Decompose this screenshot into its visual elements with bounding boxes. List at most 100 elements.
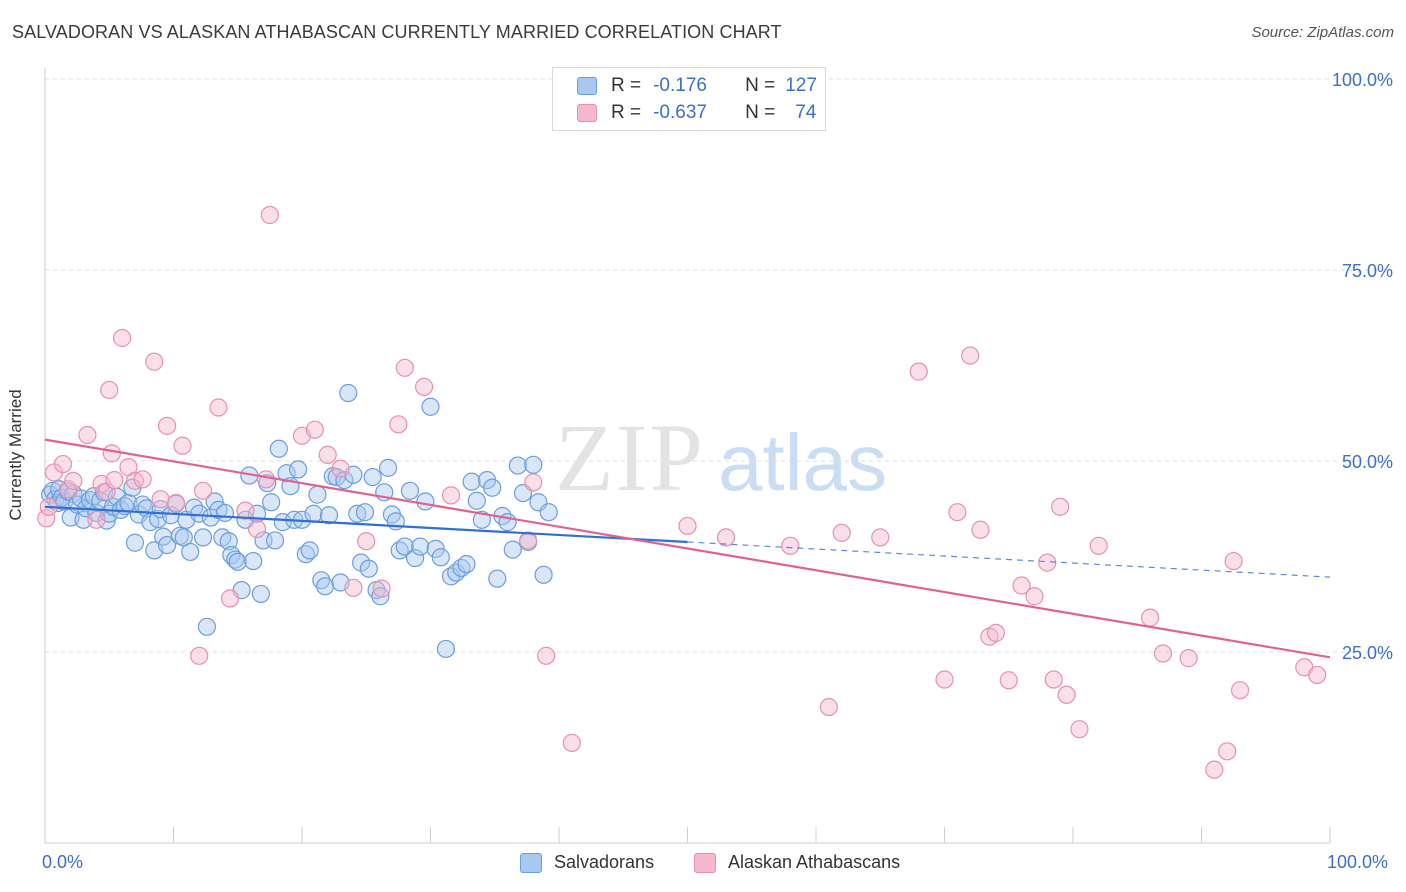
data-point [37, 509, 56, 528]
data-point [193, 481, 213, 500]
data-point [157, 535, 177, 555]
data-point [467, 491, 486, 510]
salvadorans-legend-swatch [520, 852, 542, 873]
data-point [102, 444, 121, 463]
data-point [524, 455, 543, 474]
data-point [269, 439, 288, 458]
watermark-atlas: atlas [718, 418, 887, 507]
data-point [244, 551, 263, 571]
data-point [1051, 497, 1070, 516]
data-point [441, 486, 461, 505]
n-value: 74 [795, 102, 817, 123]
data-points [37, 205, 1327, 779]
data-point [344, 578, 363, 597]
data-point [781, 536, 800, 555]
data-point [357, 532, 376, 551]
data-point [537, 646, 556, 665]
data-point [539, 503, 558, 522]
salvadorans-legend-label: Salvadorans [554, 852, 655, 872]
data-point [716, 528, 736, 547]
data-point [961, 346, 980, 365]
r-label: R = [611, 75, 642, 96]
data-point [462, 472, 481, 491]
y-tick-label-50: 50.0% [1342, 452, 1393, 472]
data-point [262, 493, 281, 512]
data-point [395, 537, 414, 556]
r-value: -0.637 [653, 102, 707, 123]
legend-row-salvadorans: R = -0.176 N = 127 [577, 73, 817, 99]
series-alaskan-athabascans [37, 205, 1327, 779]
data-point [247, 519, 267, 539]
data-point [260, 205, 279, 225]
data-point [331, 459, 350, 478]
data-point [400, 481, 420, 500]
source-label: Source: ZipAtlas.com [1251, 24, 1394, 41]
data-point [431, 548, 450, 567]
data-point [414, 377, 434, 396]
data-point [173, 436, 192, 455]
data-point [300, 541, 319, 560]
data-point [832, 523, 851, 542]
trend-lines [44, 438, 1331, 659]
data-point [319, 506, 339, 525]
data-point [181, 542, 200, 562]
data-point [416, 492, 435, 511]
data-point [457, 555, 476, 574]
data-point [1308, 665, 1327, 685]
x-tick-label-min: 0.0% [42, 852, 84, 872]
data-point [205, 492, 224, 511]
data-point [1044, 670, 1063, 689]
data-point [395, 358, 414, 377]
data-point [1012, 576, 1031, 595]
gridlines [45, 78, 1392, 653]
data-point [53, 454, 73, 474]
x-tick-label-max: 100.0% [1327, 852, 1389, 872]
trend-line-extension-salvadorans [687, 541, 1331, 578]
data-point [372, 579, 391, 598]
data-point [948, 503, 967, 522]
data-point [355, 503, 375, 522]
y-tick-label-75: 75.0% [1342, 261, 1393, 281]
legend-item-salvadorans: Salvadorans [520, 852, 654, 873]
data-point [488, 569, 507, 588]
data-point [421, 397, 440, 416]
data-point [871, 528, 890, 547]
data-point [197, 617, 217, 636]
data-point [105, 471, 124, 490]
data-point [363, 467, 382, 487]
data-point [228, 552, 247, 571]
data-point [562, 733, 581, 753]
data-point [316, 577, 335, 596]
legend-row-alaskan-athabascans: R = -0.637 N = 74 [577, 100, 816, 126]
data-point [1089, 536, 1108, 555]
data-point [1218, 742, 1237, 761]
data-point [819, 697, 838, 717]
data-point [304, 504, 323, 523]
trend-line-alaskan-athabascans [44, 438, 1331, 659]
data-point [472, 510, 491, 529]
data-point [1205, 760, 1224, 779]
n-value: 127 [785, 75, 817, 96]
alaskan-athabascans-swatch [577, 104, 597, 122]
data-point [265, 531, 285, 550]
data-point [534, 565, 553, 584]
data-point [133, 470, 152, 489]
data-point [219, 532, 238, 551]
data-point [308, 485, 327, 504]
data-point [1140, 608, 1160, 627]
salvadorans-swatch [577, 77, 597, 95]
r-label: R = [611, 102, 642, 123]
trend-line-salvadorans [44, 505, 688, 544]
data-point [236, 501, 255, 520]
data-point [1057, 685, 1076, 704]
data-point [519, 531, 538, 550]
data-point [251, 584, 270, 604]
y-tick-labels: 25.0% 50.0% 75.0% 100.0% [1332, 70, 1393, 663]
data-point [125, 471, 145, 490]
data-point [508, 456, 527, 475]
y-tick-label-25: 25.0% [1342, 643, 1393, 663]
data-point [87, 510, 106, 529]
data-point [436, 639, 456, 659]
data-point [318, 445, 337, 464]
data-point [125, 533, 145, 552]
